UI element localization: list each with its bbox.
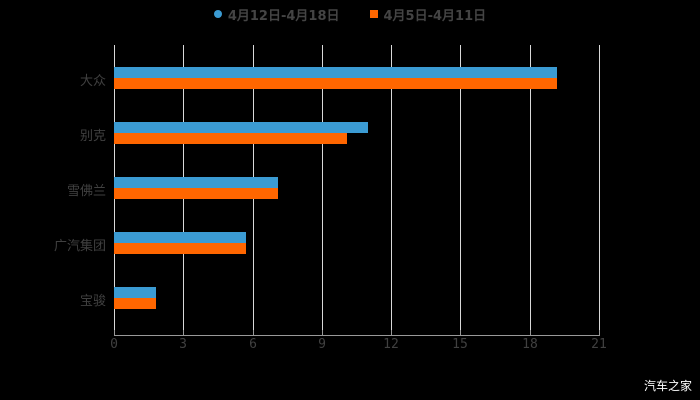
gridline [322, 45, 323, 330]
x-axis-line [114, 335, 600, 336]
axis-tick [599, 330, 600, 336]
gridline [599, 45, 600, 330]
x-tick-label: 15 [452, 337, 468, 352]
bar-2 [114, 133, 347, 144]
watermark: 汽车之家 [643, 379, 692, 393]
x-tick-label: 0 [110, 337, 118, 352]
category-label: 雪佛兰 [66, 184, 106, 199]
axis-tick [114, 330, 115, 336]
bar-1 [114, 67, 557, 78]
axis-tick [391, 330, 392, 336]
x-tick-label: 3 [179, 337, 187, 352]
bar-1 [114, 287, 156, 298]
bar-1 [114, 122, 368, 133]
chart-legend: 4月12日-4月18日 4月5日-4月11日 [0, 4, 700, 24]
category-label: 广汽集团 [53, 239, 106, 254]
category-label: 宝骏 [79, 294, 106, 309]
bar-1 [114, 177, 278, 188]
axis-tick [322, 330, 323, 336]
bar-2 [114, 78, 557, 89]
x-tick-label: 18 [522, 337, 538, 352]
axis-tick [253, 330, 254, 336]
bar-1 [114, 232, 246, 243]
gridline [460, 45, 461, 330]
axis-tick [460, 330, 461, 336]
legend-label: 4月5日-4月11日 [383, 8, 487, 24]
category-label: 大众 [79, 74, 106, 89]
legend-item-series-2: 4月5日-4月11日 [369, 5, 487, 24]
gridline [391, 45, 392, 330]
square-marker-icon [369, 10, 378, 18]
bar-2 [114, 188, 278, 199]
x-tick-label: 21 [591, 337, 607, 352]
circle-marker-icon [213, 10, 222, 18]
x-tick-label: 12 [383, 337, 399, 352]
x-tick-label: 6 [249, 337, 257, 352]
bar-2 [114, 243, 246, 254]
axis-tick [183, 330, 184, 336]
x-tick-label: 9 [318, 337, 326, 352]
category-label: 别克 [79, 129, 106, 144]
axis-tick [530, 330, 531, 336]
bar-2 [114, 298, 156, 309]
legend-label: 4月12日-4月18日 [227, 8, 340, 24]
legend-item-series-1: 4月12日-4月18日 [213, 5, 340, 24]
gridline [530, 45, 531, 330]
